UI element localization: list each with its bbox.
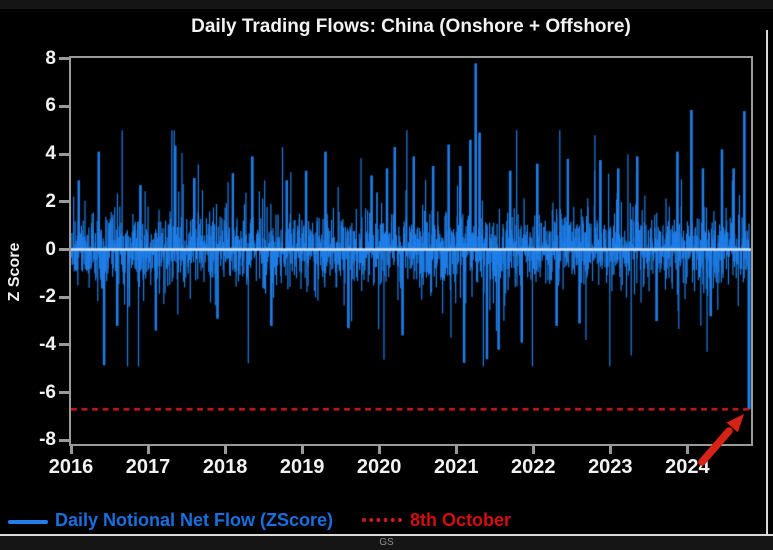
x-tick-label: 2023 bbox=[588, 456, 633, 478]
y-tick-label: 8 bbox=[45, 47, 56, 69]
x-tick-mark bbox=[685, 445, 689, 454]
y-tick-label: 2 bbox=[45, 190, 56, 212]
annotation-arrow-icon bbox=[698, 414, 744, 466]
x-tick-mark bbox=[531, 445, 535, 454]
footer-strip: GS bbox=[0, 536, 773, 550]
legend-threshold-label: 8th October bbox=[410, 510, 512, 530]
y-tick-mark bbox=[59, 200, 70, 204]
x-tick-mark bbox=[377, 445, 381, 454]
y-tick-label: -2 bbox=[39, 286, 56, 308]
x-tick-label: 2021 bbox=[433, 456, 479, 478]
x-tick-label: 2017 bbox=[125, 456, 171, 478]
y-tick-mark bbox=[59, 57, 70, 61]
x-tick-mark bbox=[454, 445, 458, 454]
y-tick-label: -4 bbox=[39, 333, 56, 355]
legend: Daily Notional Net Flow (ZScore) 8th Oct… bbox=[0, 506, 773, 534]
window-right-edge bbox=[766, 30, 768, 534]
chart-title: Daily Trading Flows: China (Onshore + Of… bbox=[191, 16, 631, 37]
x-tick-mark bbox=[223, 445, 227, 454]
y-tick-mark bbox=[59, 343, 70, 347]
y-tick-label: -6 bbox=[39, 381, 56, 403]
x-tick-label: 2020 bbox=[356, 456, 402, 478]
y-tick-mark bbox=[59, 248, 70, 251]
legend-series-line-swatch bbox=[8, 520, 48, 524]
legend-threshold-dash-swatch bbox=[362, 518, 402, 522]
window-bottom-edge bbox=[0, 534, 773, 536]
footer-watermark: GS bbox=[379, 537, 394, 548]
x-tick-mark bbox=[146, 445, 150, 454]
x-tick-label: 2019 bbox=[279, 456, 325, 478]
y-tick-mark bbox=[59, 104, 70, 108]
y-tick-mark bbox=[59, 152, 70, 156]
window-top-edge bbox=[0, 0, 773, 9]
y-tick-label: 4 bbox=[45, 143, 56, 165]
y-tick-label: -8 bbox=[39, 429, 56, 451]
x-tick-mark bbox=[69, 445, 73, 454]
x-tick-label: 2016 bbox=[48, 456, 94, 478]
y-tick-mark bbox=[59, 438, 70, 442]
y-tick-mark bbox=[59, 391, 70, 395]
y-tick-mark bbox=[59, 295, 70, 299]
x-tick-label: 2018 bbox=[202, 456, 248, 478]
series-canvas bbox=[71, 58, 751, 444]
y-tick-label: 0 bbox=[45, 238, 56, 260]
legend-series-label: Daily Notional Net Flow (ZScore) bbox=[55, 510, 334, 530]
x-tick-mark bbox=[300, 445, 304, 454]
y-tick-label: 6 bbox=[45, 95, 56, 117]
x-tick-mark bbox=[608, 445, 612, 454]
x-tick-label: 2022 bbox=[511, 456, 556, 478]
